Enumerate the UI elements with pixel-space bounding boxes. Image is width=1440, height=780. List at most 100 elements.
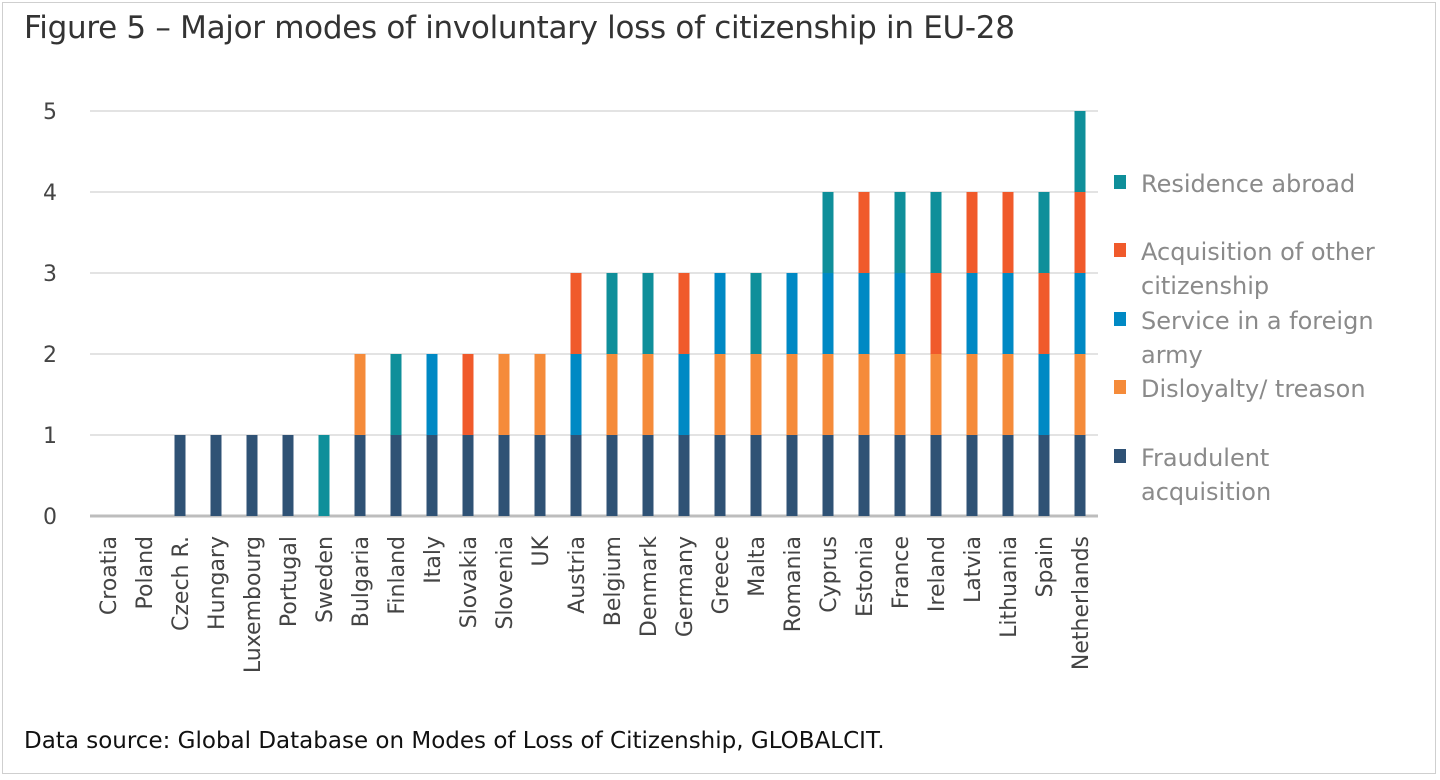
bar-segment	[786, 435, 798, 516]
bar-segment	[678, 273, 690, 354]
bar-segment	[1074, 192, 1086, 273]
x-tick-label: Romania	[781, 536, 806, 632]
legend-label: acquisition	[1141, 478, 1271, 506]
legend-label: Service in a foreign	[1141, 307, 1374, 335]
x-tick-label: Slovenia	[493, 536, 518, 630]
bar-segment	[642, 435, 654, 516]
bar-segment	[678, 354, 690, 435]
bar-segment	[534, 354, 546, 435]
legend-swatch	[1114, 243, 1126, 257]
bar-segment	[822, 192, 834, 273]
bar-segment	[966, 192, 978, 273]
bar-segment	[606, 354, 618, 435]
x-tick-label: Lithuania	[997, 536, 1022, 638]
bar-segment	[822, 273, 834, 354]
bar-segment	[822, 435, 834, 516]
y-tick-label: 0	[43, 505, 57, 530]
x-tick-label: Spain	[1033, 536, 1058, 597]
bar-segment	[894, 192, 906, 273]
bar-segment	[714, 354, 726, 435]
bar-segment	[750, 354, 762, 435]
bar-segment	[1074, 354, 1086, 435]
bar-segment	[786, 354, 798, 435]
y-tick-label: 5	[43, 100, 57, 125]
x-tick-label: Malta	[745, 536, 770, 597]
bar-segment	[426, 435, 438, 516]
legend-swatch	[1114, 312, 1126, 326]
legend-swatch	[1114, 175, 1126, 189]
y-tick-label: 4	[43, 181, 57, 206]
bar-segment	[858, 435, 870, 516]
bar-segment	[1074, 435, 1086, 516]
x-tick-label: Portugal	[277, 536, 302, 627]
bar-segment	[498, 354, 510, 435]
y-tick-label: 1	[43, 424, 57, 449]
legend-label: Acquisition of other	[1141, 238, 1375, 266]
bar-segment	[858, 192, 870, 273]
bar-segment	[714, 435, 726, 516]
bar-segment	[894, 273, 906, 354]
bar-segment	[606, 273, 618, 354]
bar-segment	[678, 435, 690, 516]
legend-label: Fraudulent	[1141, 444, 1269, 472]
bar-segment	[858, 354, 870, 435]
x-tick-label: Italy	[421, 536, 446, 584]
bar-segment	[570, 273, 582, 354]
legend-swatch	[1114, 449, 1126, 463]
bar-segment	[1002, 354, 1014, 435]
bar-segment	[894, 435, 906, 516]
bar-segment	[1002, 273, 1014, 354]
x-tick-label: Ireland	[925, 536, 950, 612]
x-tick-label: Denmark	[637, 536, 662, 637]
x-tick-label: Cyprus	[817, 536, 842, 613]
x-tick-label: Sweden	[313, 536, 338, 623]
bar-segment	[930, 192, 942, 273]
bar-segment	[786, 273, 798, 354]
x-tick-label: Croatia	[97, 536, 122, 615]
bar-segment	[318, 435, 330, 516]
y-tick-label: 2	[43, 343, 57, 368]
bar-segment	[462, 354, 474, 435]
bar-segment	[966, 273, 978, 354]
bar-segment	[1074, 273, 1086, 354]
legend-swatch	[1114, 380, 1126, 394]
x-tick-label: Latvia	[961, 536, 986, 603]
bar-segment	[1074, 111, 1086, 192]
x-tick-label: Germany	[673, 536, 698, 637]
bar-segment	[930, 354, 942, 435]
legend-label: citizenship	[1141, 272, 1269, 300]
bar-segment	[390, 435, 402, 516]
x-tick-label: Hungary	[205, 536, 230, 630]
bar-segment	[1038, 354, 1050, 435]
bar-segment	[714, 273, 726, 354]
bar-segment	[1002, 192, 1014, 273]
bar-segment	[642, 354, 654, 435]
x-tick-label: Bulgaria	[349, 536, 374, 627]
bar-segment	[498, 435, 510, 516]
bar-segment	[750, 273, 762, 354]
legend-label: Disloyalty/ treason	[1141, 375, 1366, 403]
bar-segment	[1002, 435, 1014, 516]
x-tick-label: Czech R.	[169, 536, 194, 631]
legend-label: Residence abroad	[1141, 170, 1355, 198]
bar-segment	[462, 435, 474, 516]
x-tick-label: Austria	[565, 536, 590, 614]
y-tick-label: 3	[43, 262, 57, 287]
bar-segment	[534, 435, 546, 516]
bar-segment	[930, 273, 942, 354]
bar-segment	[426, 354, 438, 435]
bar-segment	[570, 354, 582, 435]
bar-segment	[642, 273, 654, 354]
legend-label: army	[1141, 341, 1203, 369]
bar-segment	[606, 435, 618, 516]
bar-segment	[822, 354, 834, 435]
x-tick-label: UK	[529, 535, 554, 566]
bar-segment	[930, 435, 942, 516]
bar-segment	[390, 354, 402, 435]
bar-segment	[966, 354, 978, 435]
x-tick-label: Poland	[133, 536, 158, 609]
bar-segment	[246, 435, 258, 516]
x-tick-label: Netherlands	[1069, 536, 1094, 670]
